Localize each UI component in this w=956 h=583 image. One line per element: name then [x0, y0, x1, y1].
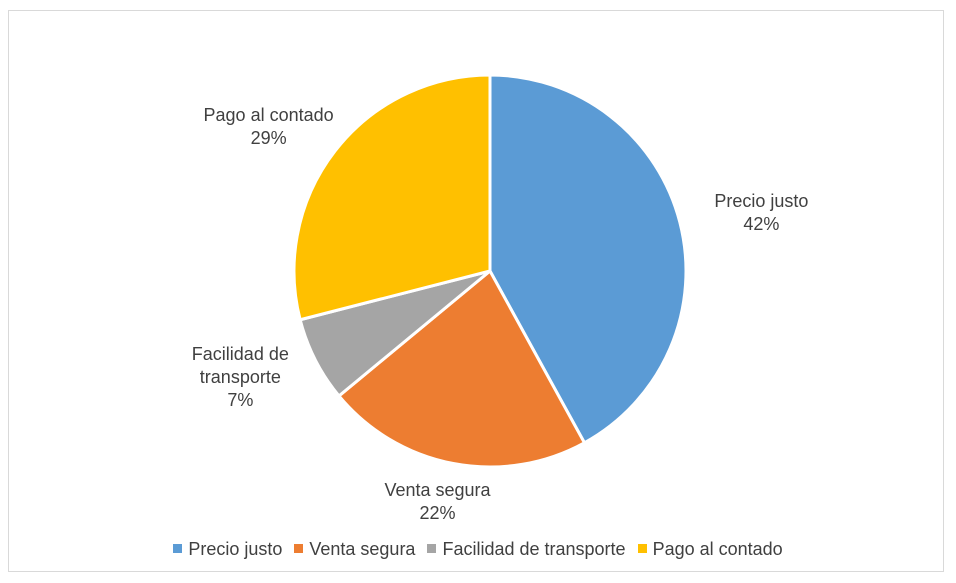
data-label-value: 7% — [227, 390, 254, 411]
legend-item: Facilidad de transporte — [427, 539, 626, 560]
data-label-value: 29% — [250, 127, 287, 148]
pie-slice — [488, 73, 688, 445]
data-label-category: Venta segura — [384, 480, 491, 501]
legend-label: Venta segura — [309, 539, 416, 559]
legend: Precio justo Venta segura Facilidad de tra… — [0, 539, 956, 560]
legend-item: Precio justo — [173, 539, 282, 560]
chart-border — [8, 10, 944, 572]
legend-label: Pago al contado — [652, 539, 783, 559]
legend-label: Facilidad de transporte — [442, 539, 626, 559]
legend-swatch — [427, 543, 437, 553]
data-label: Venta segura 22% — [362, 479, 512, 525]
data-label: Pago al contado 29% — [194, 104, 344, 150]
legend-label: Precio justo — [188, 539, 283, 559]
pie-slice — [336, 268, 587, 469]
legend-item: Pago al contado — [637, 539, 783, 560]
data-label: Precio justo 42% — [686, 190, 836, 236]
data-label: Facilidad de transporte 7% — [165, 343, 315, 412]
data-label-value: 22% — [419, 503, 456, 524]
data-label-category: Pago al contado — [203, 104, 334, 125]
data-label-category: Facilidad de transporte — [191, 344, 289, 388]
legend-swatch — [173, 543, 183, 553]
data-label-category: Precio justo — [714, 190, 809, 211]
legend-swatch — [294, 543, 304, 553]
data-label-value: 42% — [743, 213, 780, 234]
legend-item: Venta segura — [294, 539, 415, 560]
legend-swatch — [637, 543, 647, 553]
pie-slice — [292, 73, 492, 322]
